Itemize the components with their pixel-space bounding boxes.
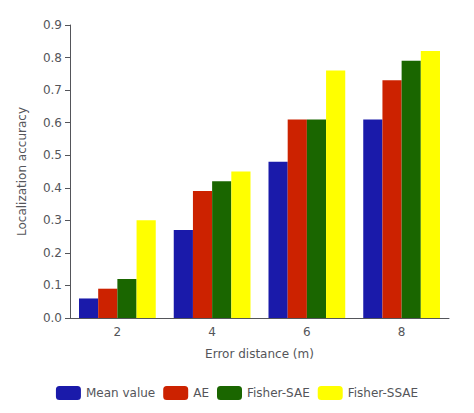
svg-text:Localization accuracy: Localization accuracy (15, 107, 29, 236)
svg-text:8: 8 (398, 325, 406, 339)
svg-text:Fisher-SSAE: Fisher-SSAE (348, 386, 418, 400)
svg-text:AE: AE (193, 386, 209, 400)
svg-text:0.9: 0.9 (43, 18, 62, 32)
svg-text:Fisher-SAE: Fisher-SAE (247, 386, 310, 400)
svg-text:4: 4 (208, 325, 216, 339)
svg-text:0.6: 0.6 (43, 116, 62, 130)
svg-text:Mean value: Mean value (86, 386, 155, 400)
svg-text:0.1: 0.1 (43, 278, 62, 292)
svg-text:Error distance (m): Error distance (m) (205, 347, 314, 361)
svg-text:0.3: 0.3 (43, 213, 62, 227)
svg-text:0.8: 0.8 (43, 51, 62, 65)
svg-text:0.5: 0.5 (43, 148, 62, 162)
svg-text:6: 6 (303, 325, 311, 339)
svg-text:0.4: 0.4 (43, 181, 62, 195)
svg-text:0.0: 0.0 (43, 311, 62, 325)
svg-text:2: 2 (114, 325, 122, 339)
svg-text:0.2: 0.2 (43, 246, 62, 260)
svg-text:0.7: 0.7 (43, 83, 62, 97)
